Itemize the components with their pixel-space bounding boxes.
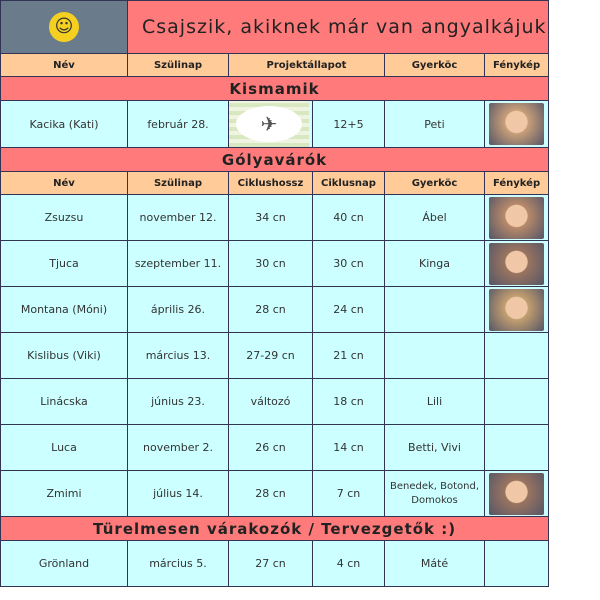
section-title: Gólyavárók [0,147,550,172]
table-row: Grönland március 5. 27 cn 4 cn Máté [0,540,550,587]
header-cell: Ciklushossz [228,171,313,195]
table-cell: 24 cn [312,286,385,333]
page-title: Csajszik, akiknek már van angyalkájuk :( [126,0,550,54]
table-row: Montana (Móni) április 26. 28 cn 24 cn [0,286,550,333]
photo-cell [483,378,550,425]
table-cell: Montana (Móni) [0,286,128,333]
photo-cell [483,194,550,241]
table-cell: Kinga [384,240,485,287]
table-cell: július 14. [127,470,229,517]
table-cell: március 13. [127,332,229,379]
table-cell: 21 cn [312,332,385,379]
header-cell: Fénykép [483,171,550,195]
photo-cell [483,424,550,471]
photo-cell [483,286,550,333]
table-cell: március 5. [127,540,229,587]
table-row: Kislibus (Viki) március 13. 27-29 cn 21 cn [0,332,550,379]
table-cell: 7 cn [312,470,385,517]
header-cell: Név [0,53,128,77]
table-cell: változó [228,378,313,425]
section-title: Türelmesen várakozók / Tervezgetők :) [0,516,550,541]
table-cell: 30 cn [228,240,313,287]
member-photo [489,472,545,515]
members-table: ☺ Csajszik, akiknek már van angyalkájuk … [0,0,550,587]
header-cell: Szülinap [127,171,229,195]
table-cell: 34 cn [228,194,313,241]
header-cell: Gyerköc [384,171,485,195]
table-cell: Máté [384,540,485,587]
header-row: Név Szülinap Projektállapot Gyerköc Fény… [0,53,550,77]
photo-cell [483,100,550,148]
table-cell [384,286,485,333]
table-cell: április 26. [127,286,229,333]
member-photo [489,103,545,145]
table-cell: Tjuca [0,240,128,287]
table-cell: 28 cn [228,470,313,517]
header-row: Név Szülinap Ciklushossz Ciklusnap Gyerk… [0,171,550,195]
header-cell: Gyerköc [384,53,485,77]
table-row: Luca november 2. 26 cn 14 cn Betti, Vivi [0,424,550,471]
table-cell: 12+5 [312,100,385,148]
member-photo [489,196,545,239]
table-cell: június 23. [127,378,229,425]
table-row: Linácska június 23. változó 18 cn Lili [0,378,550,425]
table-cell: 18 cn [312,378,385,425]
page: ☺ Csajszik, akiknek már van angyalkájuk … [0,0,550,587]
table-cell: Kislibus (Viki) [0,332,128,379]
table-row: Zsuzsu november 12. 34 cn 40 cn Ábel [0,194,550,241]
table-cell: Peti [384,100,485,148]
photo-cell [483,240,550,287]
table-cell: 14 cn [312,424,385,471]
header-cell: Név [0,171,128,195]
table-cell: 26 cn [228,424,313,471]
table-cell: 27 cn [228,540,313,587]
table-cell: 40 cn [312,194,385,241]
table-cell: Betti, Vivi [384,424,485,471]
table-cell: szeptember 11. [127,240,229,287]
table-cell: február 28. [127,100,229,148]
member-photo [489,288,545,331]
title-row: ☺ Csajszik, akiknek már van angyalkájuk … [0,0,550,54]
table-cell: Linácska [0,378,128,425]
table-cell: 4 cn [312,540,385,587]
table-cell: Benedek, Botond, Domokos [384,470,485,517]
photo-cell [483,540,550,587]
header-cell: Szülinap [127,53,229,77]
table-cell: Kacika (Kati) [0,100,128,148]
angel-smiley-icon: ☺ [0,0,128,54]
table-row: Kacika (Kati) február 28. ✈ 12+5 Peti [0,100,550,148]
stork-icon: ✈ [228,100,313,148]
header-cell: Projektállapot [228,53,385,77]
member-photo [489,242,545,285]
table-row: Tjuca szeptember 11. 30 cn 30 cn Kinga [0,240,550,287]
table-cell: 28 cn [228,286,313,333]
table-cell: november 2. [127,424,229,471]
photo-cell [483,332,550,379]
table-cell: november 12. [127,194,229,241]
header-cell: Fénykép [483,53,550,77]
table-cell: Lili [384,378,485,425]
table-cell: Zsuzsu [0,194,128,241]
table-cell: Luca [0,424,128,471]
table-cell [384,332,485,379]
header-cell: Ciklusnap [312,171,385,195]
table-cell: Zmimi [0,470,128,517]
table-cell: Grönland [0,540,128,587]
photo-cell [483,470,550,517]
table-row: Zmimi július 14. 28 cn 7 cn Benedek, Botond,… [0,470,550,517]
table-cell: 27-29 cn [228,332,313,379]
table-cell: Ábel [384,194,485,241]
section-title: Kismamik [0,76,550,101]
table-cell: 30 cn [312,240,385,287]
